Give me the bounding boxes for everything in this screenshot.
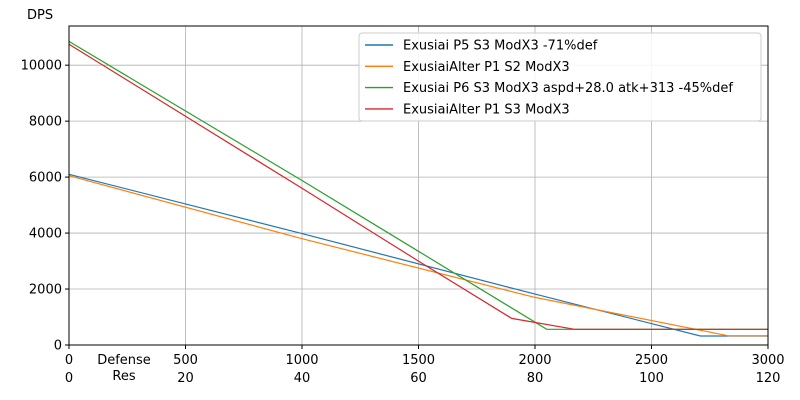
- series-line-2: [68, 175, 768, 337]
- y-axis-title: DPS: [27, 8, 53, 23]
- y-tick-label: 0: [54, 339, 62, 354]
- series-line-4: [68, 43, 768, 330]
- y-tick-label: 6000: [29, 171, 62, 186]
- x-secondary-tick-label: 100: [639, 371, 664, 386]
- legend-label-2: ExusiaiAlter P1 S2 ModX3: [403, 60, 570, 75]
- x-tick-label: 0: [65, 353, 73, 368]
- legend-box: [358, 32, 762, 122]
- y-tick-label: 4000: [29, 227, 62, 242]
- x-secondary-tick-label: 80: [527, 371, 544, 386]
- x-tick-label: 1500: [402, 353, 435, 368]
- y-tick-label: 8000: [29, 115, 62, 130]
- x-secondary-tick-label: 120: [756, 371, 781, 386]
- x-tick-label: 2000: [518, 353, 551, 368]
- x-secondary-tick-label: 0: [65, 371, 73, 386]
- y-axis: 0 2000 4000 6000 8000 10000: [21, 59, 69, 354]
- legend: Exusiai P5 S3 ModX3 -71%def ExusiaiAlter …: [358, 32, 762, 122]
- x-axis: 0 0 500 20 1000 40 1500 60 2000 80 2500 100 3000 120: [65, 345, 785, 386]
- legend-label-3: Exusiai P6 S3 ModX3 aspd+28.0 atk+313 -4…: [403, 81, 733, 96]
- x-secondary-tick-label: 60: [410, 371, 427, 386]
- y-tick-label: 2000: [29, 283, 62, 298]
- legend-label-4: ExusiaiAlter P1 S3 ModX3: [403, 102, 570, 117]
- x-tick-label: 2500: [635, 353, 668, 368]
- x-secondary-tick-label: 40: [294, 371, 311, 386]
- x-tick-label: 1000: [285, 353, 318, 368]
- series-lines: [68, 40, 768, 337]
- series-line-1: [68, 173, 768, 337]
- legend-label-1: Exusiai P5 S3 ModX3 -71%def: [403, 39, 598, 54]
- x-secondary-tick-label: 20: [177, 371, 194, 386]
- y-tick-label: 10000: [21, 59, 62, 74]
- x-tick-label: 500: [173, 353, 198, 368]
- x-axis-title-defense: Defense: [97, 353, 151, 368]
- x-tick-label: 3000: [751, 353, 784, 368]
- x-axis-title-res: Res: [112, 369, 135, 384]
